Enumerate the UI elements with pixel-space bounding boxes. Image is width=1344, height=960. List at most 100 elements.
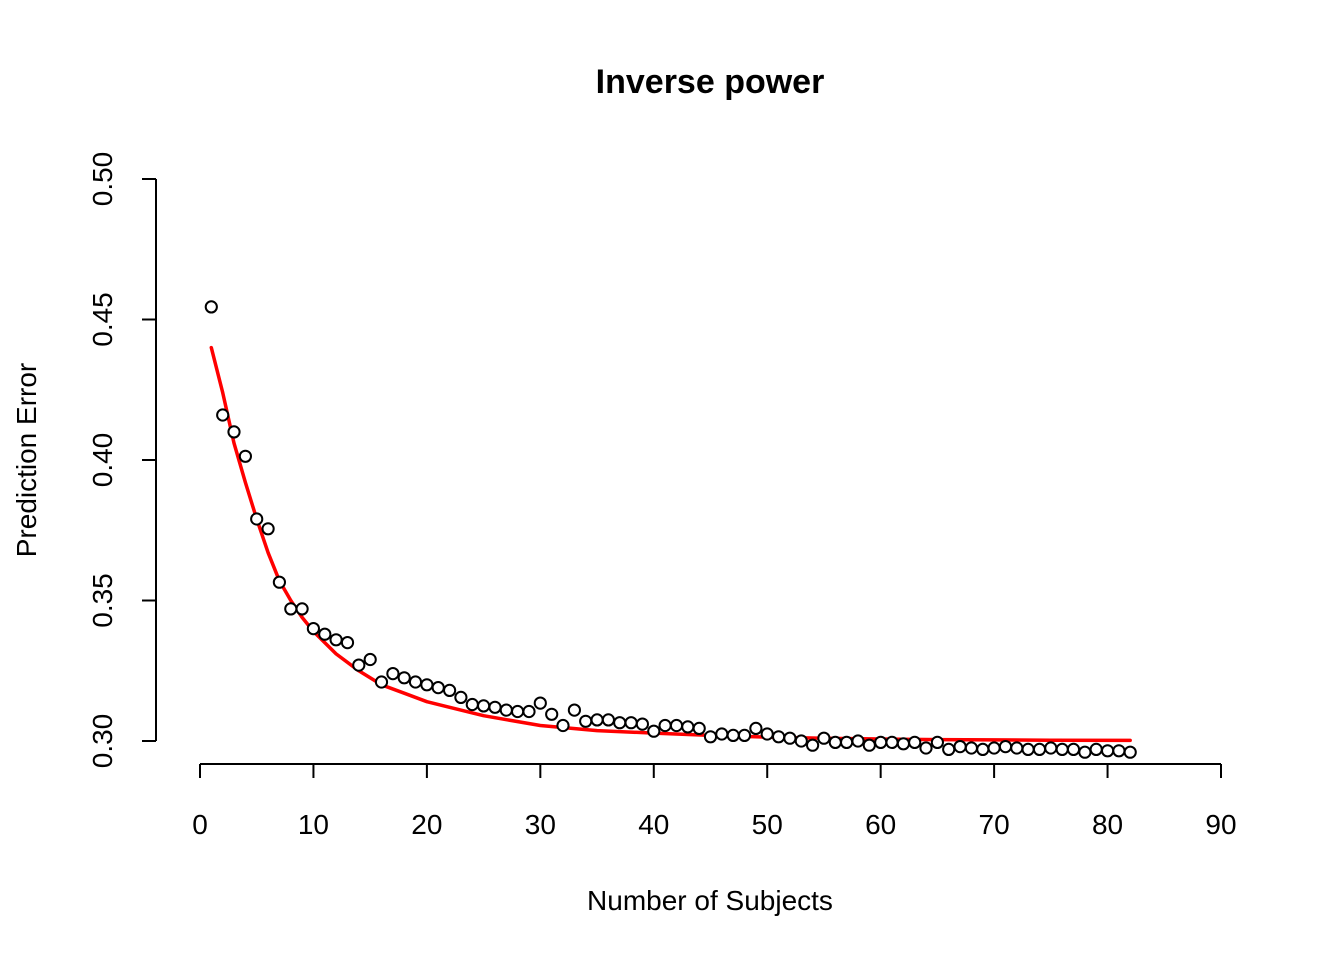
data-point xyxy=(545,707,559,721)
data-point xyxy=(647,724,661,738)
x-tick-label: 20 xyxy=(411,809,442,840)
data-point xyxy=(227,425,241,439)
data-point xyxy=(238,449,252,463)
data-point xyxy=(216,408,230,422)
data-point xyxy=(851,734,865,748)
data-point xyxy=(737,728,752,743)
data-point xyxy=(1021,742,1035,757)
data-point xyxy=(250,512,264,526)
data-point xyxy=(806,738,820,752)
fit-layer xyxy=(209,345,1132,743)
data-point xyxy=(579,714,593,728)
data-point xyxy=(318,627,332,641)
data-point xyxy=(499,703,513,717)
data-point xyxy=(783,731,797,745)
data-point xyxy=(340,636,355,650)
data-point xyxy=(431,681,445,695)
data-point xyxy=(987,741,1001,755)
data-point xyxy=(726,728,740,743)
data-point xyxy=(1078,745,1092,759)
data-point xyxy=(998,740,1013,754)
data-point xyxy=(635,717,650,731)
data-point xyxy=(510,704,525,719)
data-point xyxy=(669,718,684,733)
data-point xyxy=(408,675,423,689)
x-tick-label: 40 xyxy=(638,809,669,840)
data-point xyxy=(828,735,842,750)
data-point xyxy=(477,699,491,713)
data-point xyxy=(204,300,218,314)
data-point xyxy=(681,720,695,734)
x-tick-label: 30 xyxy=(525,809,556,840)
data-point xyxy=(374,675,389,689)
data-point xyxy=(306,622,320,636)
data-point xyxy=(601,713,616,727)
data-point xyxy=(794,734,808,748)
data-point xyxy=(942,742,956,757)
data-point xyxy=(624,716,638,730)
data-point xyxy=(1055,742,1069,757)
x-tick-label: 80 xyxy=(1092,809,1123,840)
x-tick-label: 70 xyxy=(979,809,1010,840)
x-tick-label: 90 xyxy=(1205,809,1236,840)
x-tick-label: 50 xyxy=(752,809,783,840)
data-point xyxy=(420,678,434,692)
data-point xyxy=(1010,741,1024,755)
chart-title: Inverse power xyxy=(596,63,825,101)
data-point xyxy=(749,721,763,736)
data-point xyxy=(874,735,888,750)
y-tick-label: 0.35 xyxy=(87,573,118,628)
y-axis: 0.30 0.35 0.40 0.45 0.50 xyxy=(87,152,157,769)
data-point xyxy=(862,738,876,752)
data-point xyxy=(976,742,990,757)
data-point xyxy=(1032,742,1047,757)
data-point xyxy=(760,727,774,741)
data-point xyxy=(590,713,604,727)
data-point xyxy=(1101,744,1115,758)
y-tick-label: 0.50 xyxy=(87,152,118,207)
data-point xyxy=(772,730,786,744)
data-point xyxy=(261,522,275,536)
data-point xyxy=(567,703,582,717)
data-point xyxy=(817,731,831,745)
data-point xyxy=(522,704,536,719)
x-axis-label: Number of Subjects xyxy=(587,885,833,916)
data-point xyxy=(1044,741,1058,755)
data-point xyxy=(533,696,547,710)
data-point xyxy=(964,741,979,755)
y-axis-label: Prediction Error xyxy=(11,363,42,558)
data-point xyxy=(930,735,945,750)
data-point xyxy=(397,671,411,685)
data-point xyxy=(896,737,911,751)
data-point xyxy=(295,602,309,616)
data-point xyxy=(465,697,479,712)
data-point xyxy=(443,683,457,698)
data-point xyxy=(703,730,718,744)
data-point xyxy=(272,575,286,589)
data-point xyxy=(953,740,967,754)
data-point xyxy=(885,735,899,750)
x-tick-label: 60 xyxy=(865,809,896,840)
data-point xyxy=(556,718,570,733)
data-point xyxy=(386,667,400,681)
data-point xyxy=(1066,742,1081,757)
data-point xyxy=(363,652,377,667)
x-axis: 0 10 20 30 40 50 60 70 80 90 xyxy=(192,763,1237,840)
fit-curve xyxy=(209,345,1132,743)
data-point xyxy=(692,721,706,736)
data-point xyxy=(1089,742,1103,757)
y-tick-label: 0.30 xyxy=(87,714,118,769)
data-point xyxy=(352,658,366,672)
data-point xyxy=(284,602,298,616)
data-point xyxy=(613,716,627,730)
data-point xyxy=(658,718,672,733)
data-point xyxy=(1123,745,1137,759)
data-point xyxy=(908,735,922,750)
data-point xyxy=(1112,744,1126,758)
x-tick-label: 0 xyxy=(192,809,208,840)
data-point xyxy=(488,700,502,714)
data-point xyxy=(840,735,854,750)
points-layer xyxy=(204,300,1137,759)
data-point xyxy=(919,741,933,755)
